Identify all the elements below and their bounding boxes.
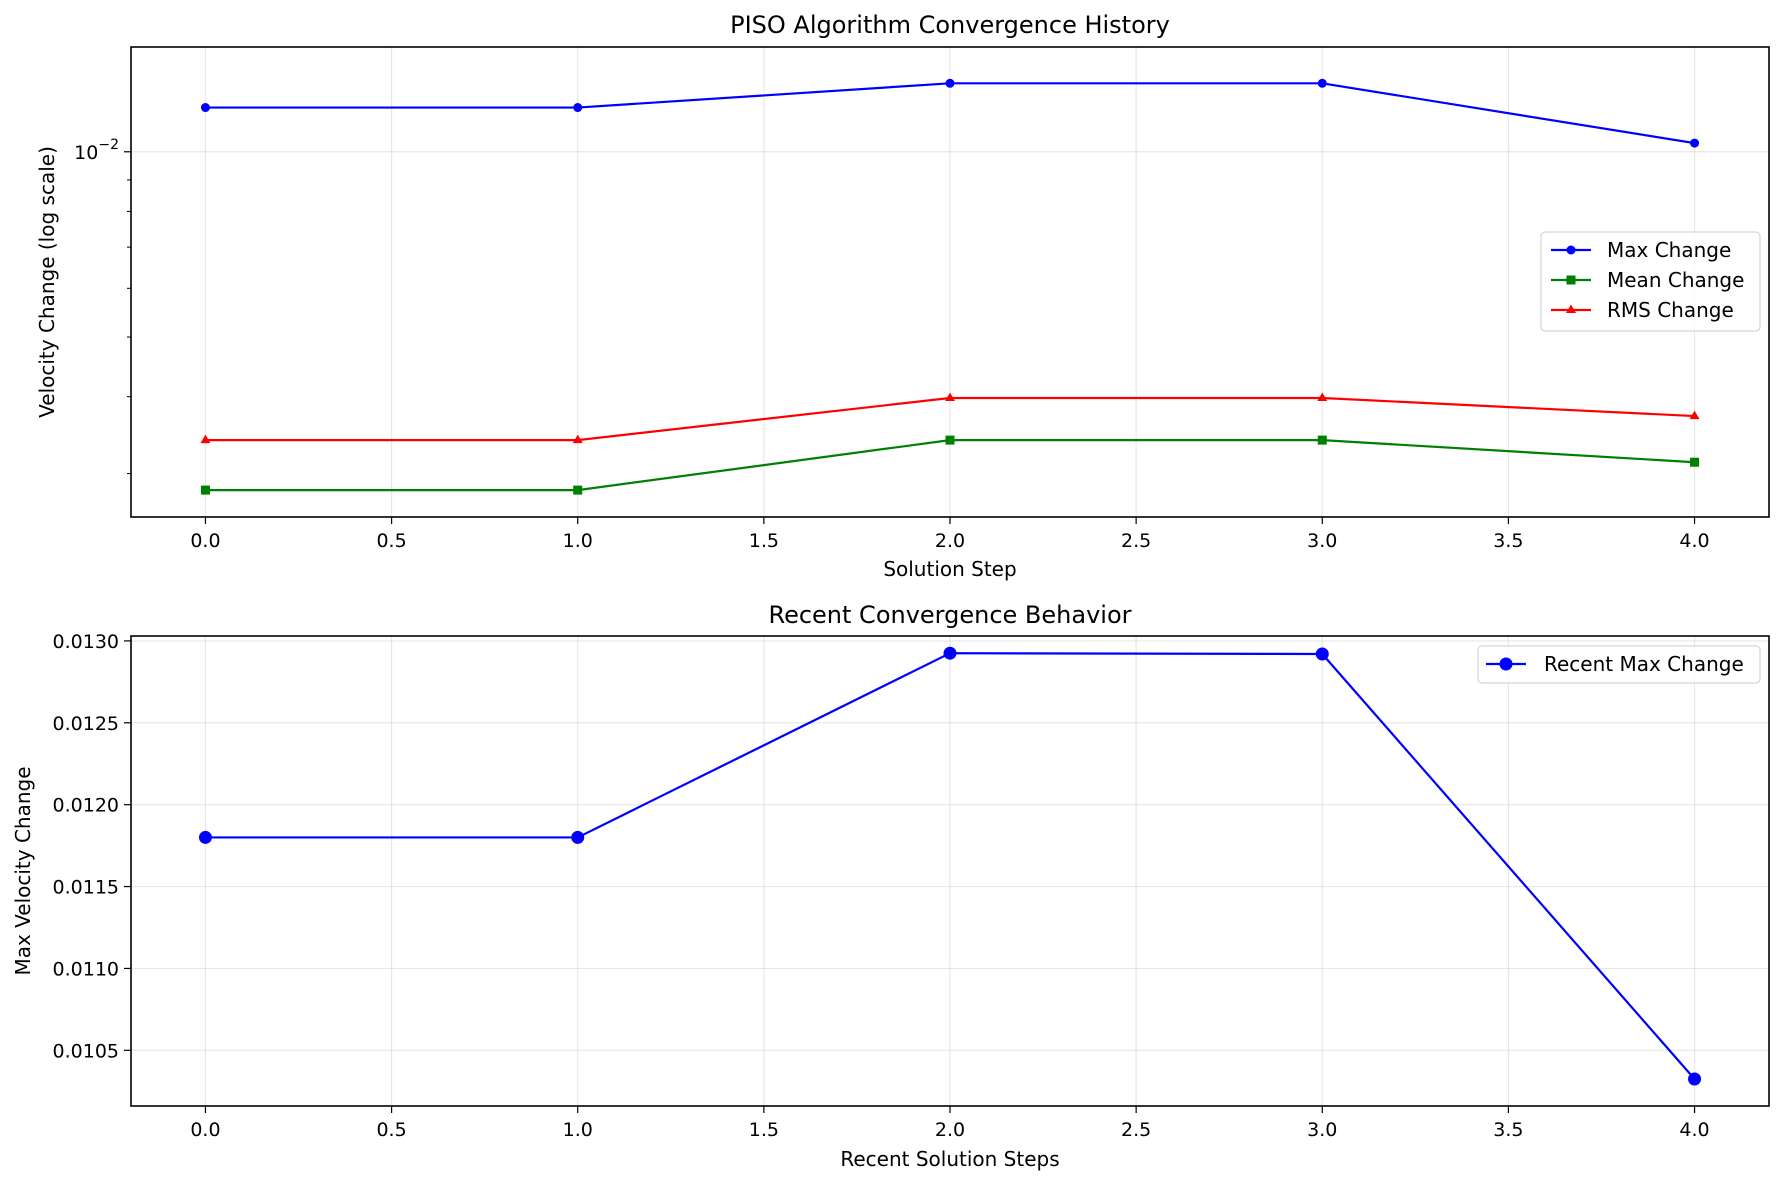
x-axis-ticks: 0.0 0.5 1.0 1.5 2.0 2.5 3.0 3.5 4.0 — [190, 517, 1710, 552]
legend-item-max-change: Max Change — [1551, 238, 1731, 262]
data-point — [945, 435, 955, 445]
y-tick-label: 0.0130 — [53, 631, 119, 653]
x-tick-label: 3.0 — [1307, 530, 1337, 552]
data-point — [945, 78, 955, 88]
grid-lines — [131, 636, 1769, 1106]
series-mean-change — [200, 435, 1700, 495]
legend: Recent Max Change — [1477, 645, 1761, 684]
data-point — [573, 103, 583, 113]
series-recent-max-change — [198, 646, 1702, 1086]
legend-item-mean-change: Mean Change — [1551, 268, 1744, 292]
x-tick-label: 4.0 — [1679, 1119, 1709, 1141]
y-axis-label: Velocity Change (log scale) — [35, 146, 59, 418]
data-point — [1689, 410, 1700, 420]
y-tick-label: 0.0115 — [53, 877, 119, 899]
data-point — [200, 434, 211, 444]
x-tick-label: 1.0 — [563, 530, 593, 552]
x-tick-label: 0.5 — [376, 1119, 406, 1141]
chart-recent-convergence: Recent Convergence Behavior 0.0 0.5 1.0 1.5… — [11, 601, 1770, 1171]
x-tick-label: 1.0 — [563, 1119, 593, 1141]
data-point — [943, 646, 957, 660]
legend-box — [1477, 645, 1761, 684]
x-tick-label: 2.0 — [935, 530, 965, 552]
data-point — [572, 434, 583, 444]
legend-label: Recent Max Change — [1544, 652, 1744, 676]
x-tick-label: 1.5 — [749, 530, 779, 552]
series-max-change — [200, 78, 1700, 148]
legend-marker-circle — [1566, 245, 1576, 255]
x-tick-label: 0.0 — [190, 1119, 220, 1141]
x-tick-label: 2.5 — [1121, 1119, 1151, 1141]
x-axis-label: Solution Step — [883, 557, 1016, 581]
chart-title: Recent Convergence Behavior — [768, 601, 1131, 629]
x-tick-label: 3.5 — [1493, 530, 1523, 552]
data-point — [1317, 78, 1327, 88]
chart-velocity-change-history: PISO Algorithm Convergence History 0.0 0.… — [35, 11, 1770, 581]
x-tick-label: 4.0 — [1679, 530, 1709, 552]
x-tick-label: 2.5 — [1121, 530, 1151, 552]
x-axis-label: Recent Solution Steps — [840, 1147, 1059, 1171]
data-point — [573, 485, 583, 495]
legend-marker-circle — [1499, 657, 1513, 671]
y-tick-label: 0.0125 — [53, 713, 119, 735]
legend-box — [1540, 231, 1761, 332]
y-tick-label: 0.0120 — [53, 795, 119, 817]
legend-item-rms-change: RMS Change — [1551, 298, 1734, 322]
data-point — [1317, 392, 1328, 402]
x-tick-label: 3.5 — [1493, 1119, 1523, 1141]
legend-marker-triangle — [1566, 304, 1576, 313]
data-point — [1317, 435, 1327, 445]
y-axis-ticks: 0.0105 0.0110 0.0115 0.0120 0.0125 0.0130 — [53, 631, 131, 1062]
grid-lines — [131, 47, 1769, 517]
chart-title: PISO Algorithm Convergence History — [730, 11, 1170, 39]
data-point — [945, 392, 955, 402]
y-axis-ticks: 10−2 — [74, 137, 131, 475]
legend: Max Change Mean Change RMS Change — [1540, 231, 1761, 332]
x-tick-label: 1.5 — [749, 1119, 779, 1141]
data-point — [200, 103, 210, 113]
y-axis-label: Max Velocity Change — [11, 766, 35, 975]
data-point — [1690, 457, 1700, 467]
data-point — [1688, 1072, 1702, 1086]
legend-label: RMS Change — [1607, 298, 1734, 322]
legend-marker-square — [1566, 275, 1576, 285]
data-point — [1315, 647, 1329, 661]
y-tick-label: 10−2 — [74, 137, 119, 164]
x-tick-label: 0.5 — [376, 530, 406, 552]
x-tick-label: 0.0 — [190, 530, 220, 552]
data-point — [571, 830, 585, 844]
series-layer — [200, 78, 1700, 495]
legend-label: Mean Change — [1607, 268, 1744, 292]
series-rms-change — [200, 392, 1700, 444]
y-tick-label: 0.0110 — [53, 958, 119, 980]
data-point — [198, 830, 212, 844]
legend-label: Max Change — [1607, 238, 1731, 262]
data-point — [200, 485, 210, 495]
data-point — [1690, 138, 1700, 148]
legend-item-recent-max-change: Recent Max Change — [1486, 652, 1744, 676]
x-axis-ticks: 0.0 0.5 1.0 1.5 2.0 2.5 3.0 3.5 4.0 — [190, 1106, 1710, 1141]
y-tick-label: 0.0105 — [53, 1040, 119, 1062]
x-tick-label: 2.0 — [935, 1119, 965, 1141]
x-tick-label: 3.0 — [1307, 1119, 1337, 1141]
series-layer — [198, 646, 1702, 1086]
